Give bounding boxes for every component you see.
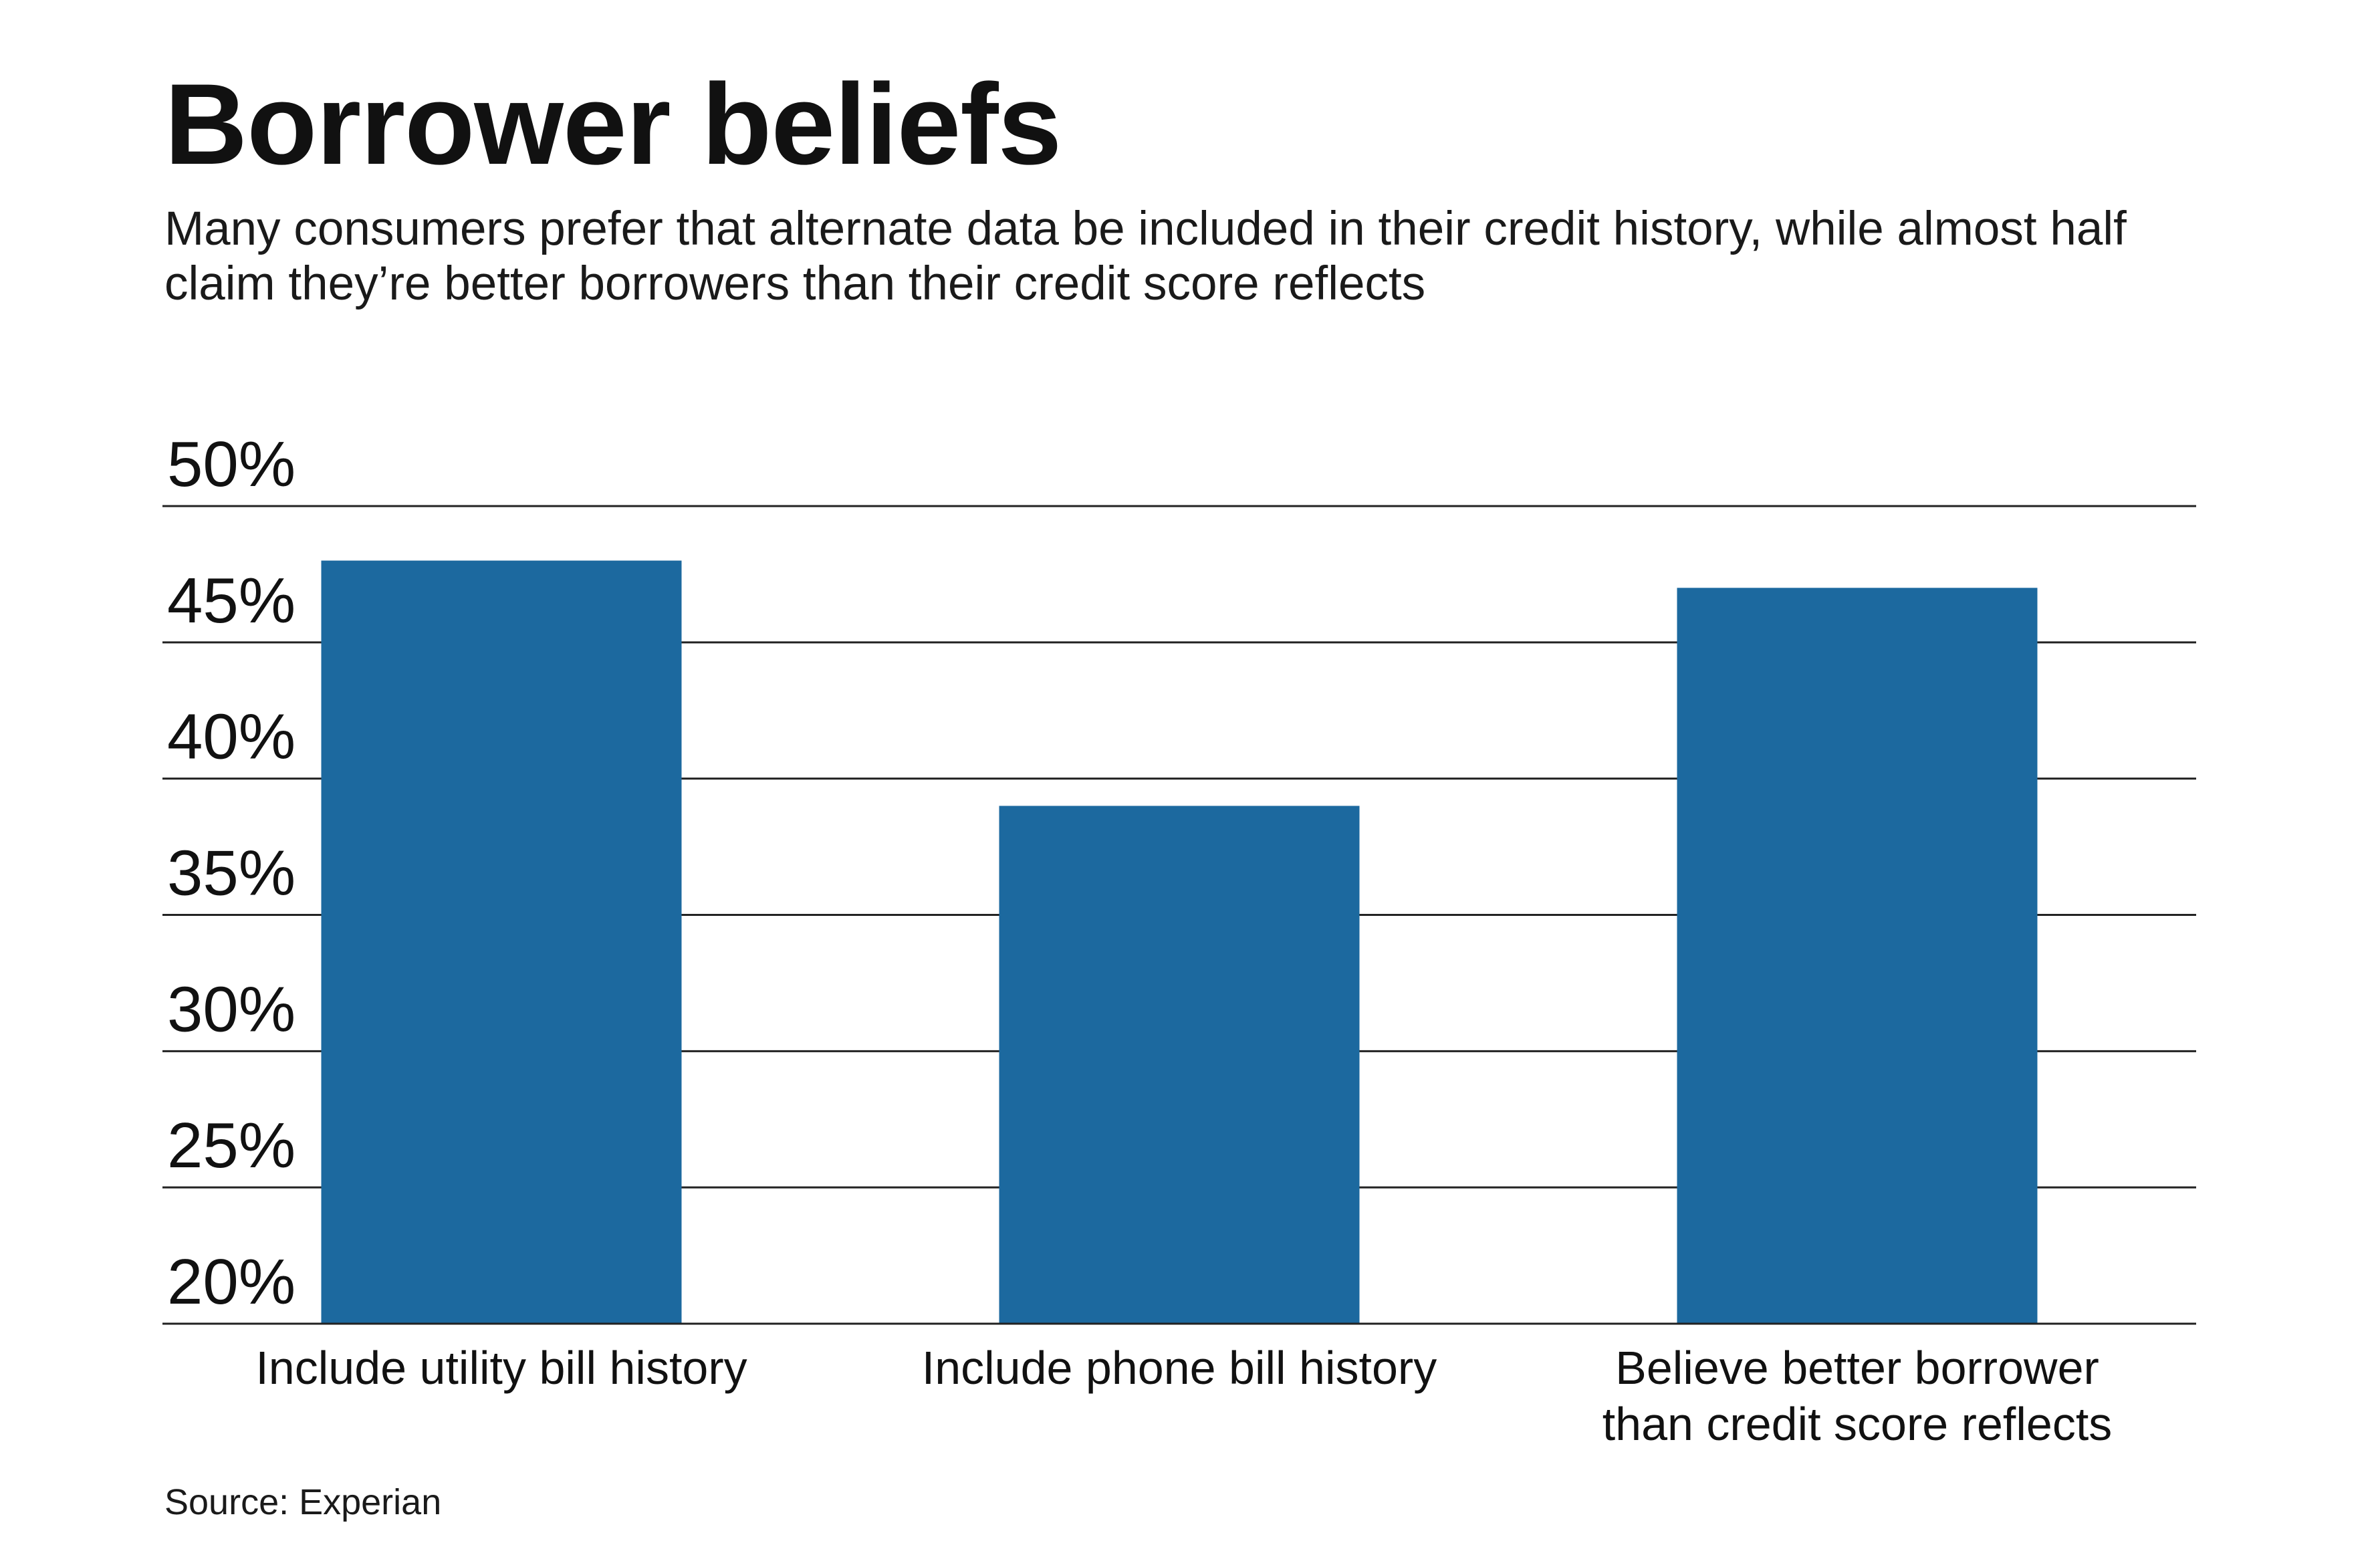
x-axis-category-labels: Include utility bill history Include phon… xyxy=(255,1342,2112,1450)
bar xyxy=(1677,588,2038,1324)
x-tick-label: Include phone bill history xyxy=(922,1342,1437,1394)
y-tick-label: 30% xyxy=(167,973,295,1045)
y-tick-label: 20% xyxy=(167,1246,295,1318)
bar xyxy=(999,806,1360,1324)
x-tick-label: Include utility bill history xyxy=(255,1342,747,1394)
y-tick-label: 25% xyxy=(167,1110,295,1181)
y-axis-tick-labels: 50% 45% 40% 35% 30% 25% 20% xyxy=(167,429,295,1318)
y-tick-label: 50% xyxy=(167,429,295,500)
bars xyxy=(321,560,2038,1324)
source-note: Source: Experian xyxy=(164,1482,442,1522)
y-tick-label: 45% xyxy=(167,565,295,636)
chart-subtitle: Many consumers prefer that alternate dat… xyxy=(164,203,2127,310)
x-tick-label: Believe better borrower than credit score… xyxy=(1602,1342,2113,1450)
chart-title: Borrower beliefs xyxy=(164,60,1062,189)
y-tick-label: 35% xyxy=(167,838,295,909)
y-tick-label: 40% xyxy=(167,701,295,773)
bar xyxy=(321,560,682,1324)
